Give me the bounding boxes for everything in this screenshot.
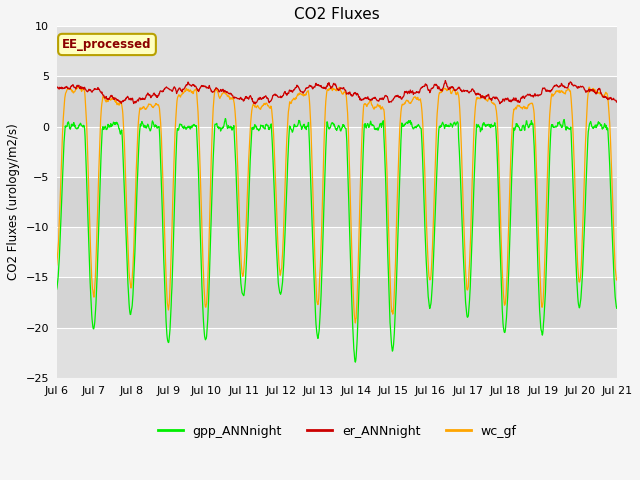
gpp_ANNnight	[52, 287, 60, 292]
wc_gf	[52, 262, 60, 268]
wc_gf	[547, 94, 555, 100]
Bar	[56, 227, 618, 277]
gpp_ANNnight	[425, 297, 433, 302]
wc_gf	[498, 256, 506, 262]
Line: gpp_ANNnight: gpp_ANNnight	[56, 119, 617, 362]
Line: wc_gf: wc_gf	[56, 87, 617, 323]
Legend: gpp_ANNnight, er_ANNnight, wc_gf: gpp_ANNnight, er_ANNnight, wc_gf	[152, 420, 522, 443]
wc_gf	[241, 258, 248, 264]
er_ANNnight	[240, 97, 248, 103]
Bar	[56, 127, 618, 177]
gpp_ANNnight	[498, 296, 506, 302]
er_ANNnight	[442, 78, 449, 84]
gpp_ANNnight	[351, 360, 359, 365]
Text: EE_processed: EE_processed	[62, 38, 152, 51]
er_ANNnight	[498, 99, 506, 105]
Title: CO2 Fluxes: CO2 Fluxes	[294, 7, 380, 22]
wc_gf	[164, 305, 172, 311]
Y-axis label: CO2 Fluxes (urology/m2/s): CO2 Fluxes (urology/m2/s)	[7, 123, 20, 280]
er_ANNnight	[252, 101, 259, 107]
Bar	[56, 26, 618, 76]
er_ANNnight	[424, 87, 432, 93]
Line: er_ANNnight: er_ANNnight	[56, 81, 617, 104]
wc_gf	[178, 92, 186, 98]
wc_gf	[75, 84, 83, 90]
gpp_ANNnight	[177, 122, 185, 128]
er_ANNnight	[164, 85, 172, 91]
er_ANNnight	[52, 85, 60, 91]
Bar	[56, 328, 618, 378]
gpp_ANNnight	[613, 304, 621, 310]
Bar	[56, 76, 618, 127]
Bar	[56, 177, 618, 227]
gpp_ANNnight	[547, 123, 555, 129]
er_ANNnight	[547, 87, 555, 93]
er_ANNnight	[613, 98, 621, 104]
Bar	[56, 277, 618, 328]
gpp_ANNnight	[164, 338, 172, 344]
wc_gf	[425, 269, 433, 275]
wc_gf	[613, 276, 621, 282]
wc_gf	[351, 320, 359, 326]
gpp_ANNnight	[241, 289, 248, 295]
gpp_ANNnight	[221, 116, 229, 121]
er_ANNnight	[177, 87, 185, 93]
